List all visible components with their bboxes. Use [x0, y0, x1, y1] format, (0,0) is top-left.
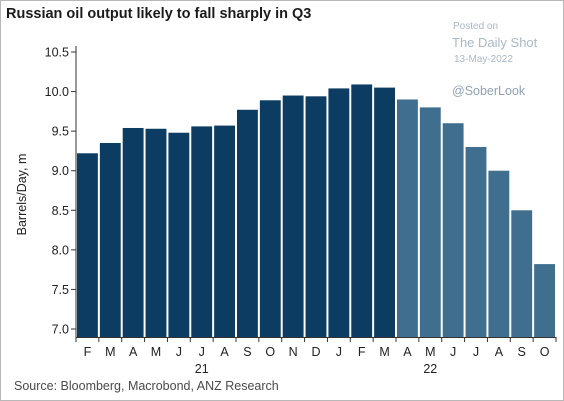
y-tick-label: 9.0	[52, 164, 69, 178]
watermark-date: 13-May-2022	[454, 54, 513, 65]
x-tick-label: O	[265, 345, 275, 359]
x-tick-label: M	[425, 345, 435, 359]
chart-title: Russian oil output likely to fall sharpl…	[6, 6, 312, 22]
x-tick-label: F	[358, 345, 366, 359]
bar-actual	[214, 125, 235, 337]
y-tick-label: 10.5	[45, 46, 69, 60]
y-tick-label: 7.0	[52, 323, 69, 337]
bar-forecast	[511, 210, 533, 337]
bar-forecast	[419, 107, 441, 338]
bar-actual	[191, 126, 213, 337]
bar-actual	[237, 109, 258, 338]
year-label: 22	[423, 362, 437, 376]
bar-actual	[99, 143, 121, 337]
bar-actual	[168, 132, 190, 337]
bar-actual	[145, 128, 167, 337]
bar-forecast	[397, 99, 418, 338]
bar-forecast	[465, 146, 487, 337]
x-tick-label: J	[199, 345, 205, 359]
x-tick-label: M	[379, 345, 389, 359]
y-tick-label: 9.5	[52, 125, 69, 139]
bar-forecast	[534, 264, 555, 337]
labels-group: 7.07.58.08.59.09.510.010.5F M A M J J A S O N D J F M…	[15, 46, 550, 377]
x-tick-label: J	[176, 345, 182, 359]
watermark-site: The Daily Shot	[452, 35, 538, 50]
x-tick-label: D	[311, 345, 320, 359]
watermark-posted: Posted on	[453, 21, 499, 32]
y-tick-label: 7.5	[52, 283, 69, 297]
x-tick-label: J	[336, 345, 342, 359]
x-tick-label: F	[84, 345, 92, 359]
bar-actual	[351, 84, 373, 337]
axes-group	[71, 46, 557, 342]
y-axis-title: Barrels/Day, m	[15, 154, 29, 236]
bar-actual	[259, 100, 281, 337]
y-tick-label: 8.5	[52, 204, 69, 218]
bar-forecast	[442, 123, 464, 337]
bar-actual	[305, 96, 327, 337]
year-label: 21	[195, 362, 209, 376]
y-tick-label: 10.0	[45, 85, 69, 99]
bars-group	[77, 84, 555, 338]
bar-actual	[122, 127, 144, 337]
x-tick-label: A	[220, 345, 229, 359]
bar-actual	[282, 95, 304, 337]
x-tick-label: A	[495, 345, 504, 359]
bar-actual	[328, 88, 350, 337]
x-tick-label: M	[105, 345, 115, 359]
x-tick-label: A	[129, 345, 138, 359]
x-tick-label: S	[518, 345, 526, 359]
watermark-handle: @SoberLook	[452, 84, 526, 98]
bar-forecast	[488, 170, 510, 337]
x-tick-label: J	[473, 345, 479, 359]
bar-actual	[77, 153, 98, 337]
y-tick-label: 8.0	[52, 243, 69, 257]
x-tick-label: N	[289, 345, 298, 359]
x-tick-label: S	[243, 345, 251, 359]
bar-actual	[374, 87, 395, 337]
x-tick-label: J	[450, 345, 456, 359]
x-tick-label: O	[540, 345, 550, 359]
x-tick-label: A	[403, 345, 412, 359]
x-tick-label: M	[151, 345, 161, 359]
chart-source: Source: Bloomberg, Macrobond, ANZ Resear…	[14, 379, 279, 393]
